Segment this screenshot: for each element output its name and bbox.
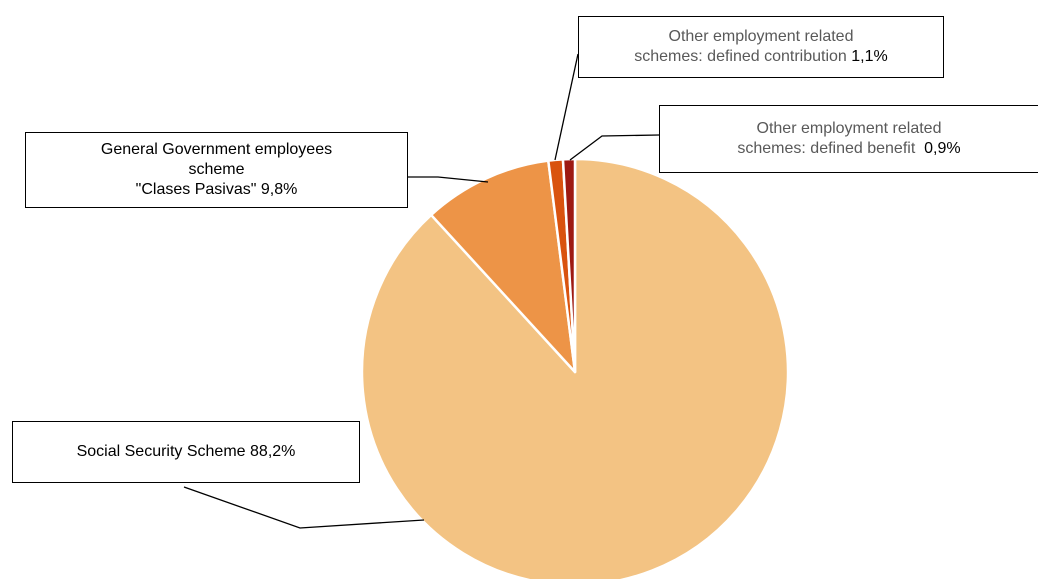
- label-line: General Government employees: [100, 141, 333, 158]
- label-line: "Clases Pasivas": [135, 181, 257, 198]
- slice-clases-pasivas: [429, 159, 577, 374]
- leader-line-benefit: [569, 134, 660, 161]
- label-line: Other employment related: [756, 120, 942, 137]
- leader-line-contribution: [554, 53, 579, 161]
- label-line: scheme: [188, 161, 245, 178]
- data-label-defined-contribution: Other employment related schemes: define…: [578, 16, 944, 78]
- data-label-social-security: Social Security Scheme 88,2%: [12, 421, 360, 483]
- leader-lines: [183, 53, 660, 529]
- label-value: 88,2%: [250, 443, 296, 460]
- label-value: 9,8%: [260, 181, 298, 198]
- pie-slices: [360, 157, 790, 579]
- data-label-clases-pasivas: General Government employees scheme "Cla…: [25, 132, 408, 208]
- label-value: 1,1%: [851, 48, 888, 65]
- label-line: schemes: defined benefit: [737, 140, 916, 157]
- data-label-defined-benefit: Other employment related schemes: define…: [659, 105, 1038, 173]
- label-line: Other employment related: [668, 28, 854, 45]
- leader-line-clases: [408, 176, 489, 183]
- leader-line-social: [183, 486, 425, 529]
- label-line: Social Security Scheme: [76, 443, 246, 460]
- slice-defined-benefit: [561, 157, 577, 374]
- label-line: schemes: defined contribution: [634, 48, 847, 65]
- label-value: 0,9%: [924, 140, 961, 157]
